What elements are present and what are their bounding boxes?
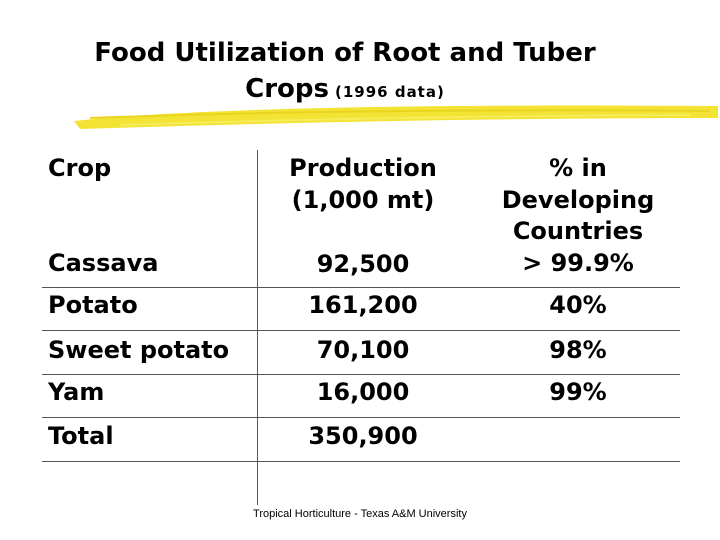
slide-title-crops: Crops	[245, 74, 329, 104]
row-potato-crop: Potato	[48, 291, 138, 319]
table-divider	[42, 330, 680, 331]
row-potato-percent: 40%	[549, 291, 607, 319]
header-crop: Crop	[48, 154, 112, 182]
row-yam-crop: Yam	[48, 378, 105, 406]
slide-title-subtitle: (1996 data)	[335, 83, 445, 101]
header-percent-line3: Countries	[512, 217, 644, 245]
row-total-production: 350,900	[308, 422, 418, 450]
row-potato-production: 161,200	[308, 291, 418, 319]
row-yam-production: 16,000	[316, 378, 410, 406]
row-cassava-production: 92,500	[316, 250, 410, 278]
row-sweet-potato-percent: 98%	[549, 336, 607, 364]
slide-title-line2: Crops (1996 data)	[0, 74, 690, 104]
table-divider	[42, 287, 680, 288]
header-percent-line2: Developing	[501, 186, 655, 214]
table-divider	[42, 374, 680, 375]
row-cassava-crop: Cassava	[48, 249, 159, 277]
header-production-line1: Production	[289, 154, 437, 182]
slide-footer: Tropical Horticulture - Texas A&M Univer…	[253, 508, 467, 520]
table-divider	[42, 417, 680, 418]
row-cassava-percent: > 99.9%	[522, 249, 634, 277]
header-percent-line1: % in	[549, 154, 607, 182]
header-production-line2: (1,000 mt)	[291, 186, 435, 214]
row-total-crop: Total	[48, 422, 114, 450]
row-sweet-potato-production: 70,100	[316, 336, 410, 364]
table-bottom-rule	[42, 461, 680, 462]
column-separator	[257, 150, 258, 505]
row-sweet-potato-crop: Sweet potato	[48, 336, 230, 364]
row-yam-percent: 99%	[549, 378, 607, 406]
highlighter-stroke	[74, 105, 718, 129]
slide-title-line1: Food Utilization of Root and Tuber	[94, 38, 596, 68]
